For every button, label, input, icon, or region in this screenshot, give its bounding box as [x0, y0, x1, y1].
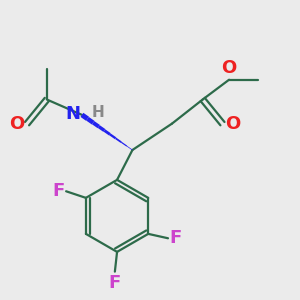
Text: O: O	[9, 115, 24, 133]
Text: O: O	[221, 59, 237, 77]
Text: F: F	[170, 229, 182, 247]
Text: O: O	[226, 115, 241, 133]
Text: H: H	[92, 105, 104, 120]
Text: N: N	[65, 105, 80, 123]
Text: F: F	[109, 274, 121, 292]
Text: F: F	[52, 182, 64, 200]
